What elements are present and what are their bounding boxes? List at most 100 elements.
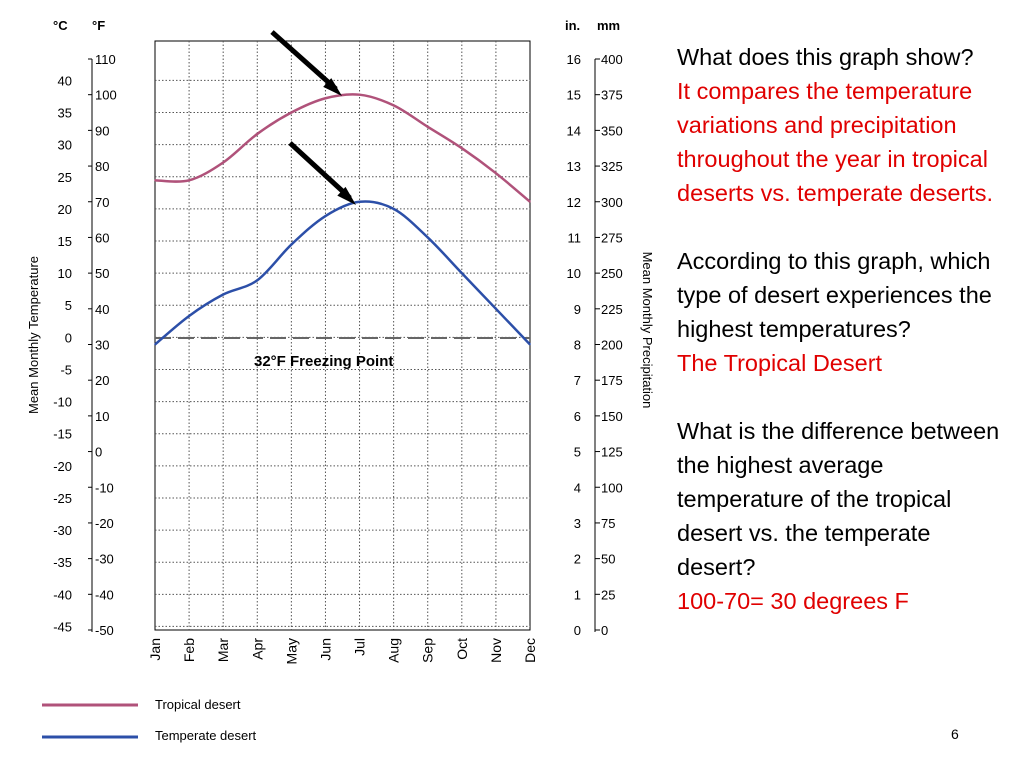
mm-tick-label: 125 — [601, 445, 623, 460]
spacer — [677, 210, 1007, 244]
fahrenheit-tick-label: -30 — [95, 552, 114, 567]
fahrenheit-tick-label: 30 — [95, 338, 109, 353]
celsius-tick-label: 30 — [58, 138, 72, 153]
fahrenheit-tick-label: 90 — [95, 123, 109, 138]
data-point — [495, 308, 497, 310]
fahrenheit-tick-label: -40 — [95, 587, 114, 602]
data-point — [426, 126, 429, 128]
data-point — [188, 179, 190, 182]
y-axis-title-right: Mean Monthly Precipitation — [640, 252, 655, 409]
fahrenheit-tick-label: 20 — [95, 373, 109, 388]
question-3: What is the difference between the highe… — [677, 418, 1000, 580]
month-label: Sep — [420, 638, 436, 663]
data-point — [426, 236, 429, 239]
mm-tick-label: 50 — [601, 552, 615, 567]
inch-tick-label: 10 — [567, 266, 581, 281]
data-point — [290, 111, 293, 114]
plot-area — [154, 40, 531, 631]
mm-unit-label: mm — [597, 18, 620, 33]
celsius-tick-label: -10 — [53, 395, 72, 410]
mm-tick-label: 25 — [601, 587, 615, 602]
data-point — [222, 161, 224, 164]
question-2: According to this graph, which type of d… — [677, 248, 992, 342]
mm-tick-label: 375 — [601, 88, 623, 103]
inch-tick-label: 2 — [574, 552, 581, 567]
inch-tick-label: 4 — [574, 480, 581, 495]
fahrenheit-tick-label: -50 — [95, 623, 114, 638]
data-point — [324, 215, 327, 217]
fahrenheit-tick-label: 100 — [95, 88, 117, 103]
celsius-tick-label: 15 — [58, 234, 72, 249]
mm-tick-label: 0 — [601, 623, 608, 638]
data-point — [392, 104, 395, 107]
inch-tick-label: 12 — [567, 195, 581, 210]
fahrenheit-tick-label: 110 — [95, 52, 116, 67]
inch-tick-label: 11 — [568, 230, 582, 245]
celsius-tick-label: -15 — [53, 427, 72, 442]
celsius-tick-label: 10 — [58, 266, 72, 281]
climate-chart: 4035302520151050-5-10-15-20-25-30-35-40-… — [26, 18, 655, 743]
celsius-tick-label: -45 — [53, 619, 72, 634]
data-point — [495, 172, 497, 174]
x-axis-labels: Jan Feb Mar Apr May Jun Jul Aug Sep Oct Nov Dec — [147, 638, 538, 665]
month-label: Nov — [488, 638, 504, 663]
mm-tick-label: 325 — [601, 159, 623, 174]
mm-tick-label: 100 — [601, 480, 623, 495]
inch-tick-label: 9 — [574, 302, 581, 317]
month-label: Dec — [522, 638, 538, 663]
mm-tick-label: 400 — [601, 52, 623, 67]
month-label: Apr — [249, 638, 265, 660]
fahrenheit-tick-label: 50 — [95, 266, 109, 281]
temperate-desert-line — [154, 200, 531, 346]
data-point — [256, 133, 259, 135]
spacer — [677, 380, 1007, 414]
fahrenheit-tick-label: 40 — [95, 302, 109, 317]
answer-1: It compares the temperature variations a… — [677, 78, 994, 206]
arrow-temperate-peak-shaft — [288, 141, 352, 200]
mm-tick-label: 275 — [601, 230, 623, 245]
data-point — [154, 179, 156, 182]
mm-tick-label: 75 — [601, 516, 615, 531]
inch-tick-label: 1 — [574, 587, 581, 602]
inch-tick-label: 5 — [574, 445, 581, 460]
month-label: May — [283, 638, 299, 664]
data-point — [461, 272, 463, 274]
fahrenheit-tick-label: 0 — [95, 445, 102, 460]
data-point — [392, 208, 395, 210]
celsius-tick-label: 5 — [65, 298, 72, 313]
fahrenheit-tick-label: 60 — [95, 230, 109, 245]
slide-number: 6 — [951, 726, 959, 742]
month-label: Jan — [147, 638, 163, 661]
inch-tick-label: 8 — [574, 338, 581, 353]
y-axis-title-left: Mean Monthly Temperature — [26, 256, 41, 414]
inch-tick-label: 16 — [567, 52, 581, 67]
freezing-point-label: 32°F Freezing Point — [254, 353, 393, 370]
inch-tick-label: 3 — [574, 516, 581, 531]
data-point — [358, 93, 361, 96]
month-label: Oct — [454, 638, 470, 660]
mm-tick-label: 150 — [601, 409, 623, 424]
data-point — [256, 279, 259, 282]
mm-tick-label: 300 — [601, 195, 623, 210]
celsius-tick-label: 40 — [58, 73, 72, 88]
series-lines — [154, 93, 531, 346]
celsius-tick-label: 20 — [58, 202, 72, 217]
data-point — [358, 200, 361, 203]
celsius-tick-label: -40 — [53, 587, 72, 602]
inch-tick-label: 0 — [574, 623, 581, 638]
data-point — [461, 147, 463, 150]
mm-tick-label: 200 — [601, 338, 623, 353]
inch-tick-label: 7 — [574, 373, 581, 388]
fahrenheit-tick-label: 70 — [95, 195, 109, 210]
axis-ticks: 4035302520151050-5-10-15-20-25-30-35-40-… — [53, 52, 623, 638]
fahrenheit-tick-label: -20 — [95, 516, 114, 531]
month-label: Jun — [317, 638, 333, 661]
tropical-desert-line — [154, 93, 531, 203]
celsius-tick-label: -30 — [53, 523, 72, 538]
data-point — [154, 343, 156, 346]
legend: Tropical desert Temperate desert — [42, 697, 257, 743]
mm-tick-label: 250 — [601, 266, 623, 281]
celsius-tick-label: -5 — [60, 362, 72, 377]
fahrenheit-tick-label: 80 — [95, 159, 109, 174]
arrow-tropical-peak-head — [323, 78, 342, 96]
